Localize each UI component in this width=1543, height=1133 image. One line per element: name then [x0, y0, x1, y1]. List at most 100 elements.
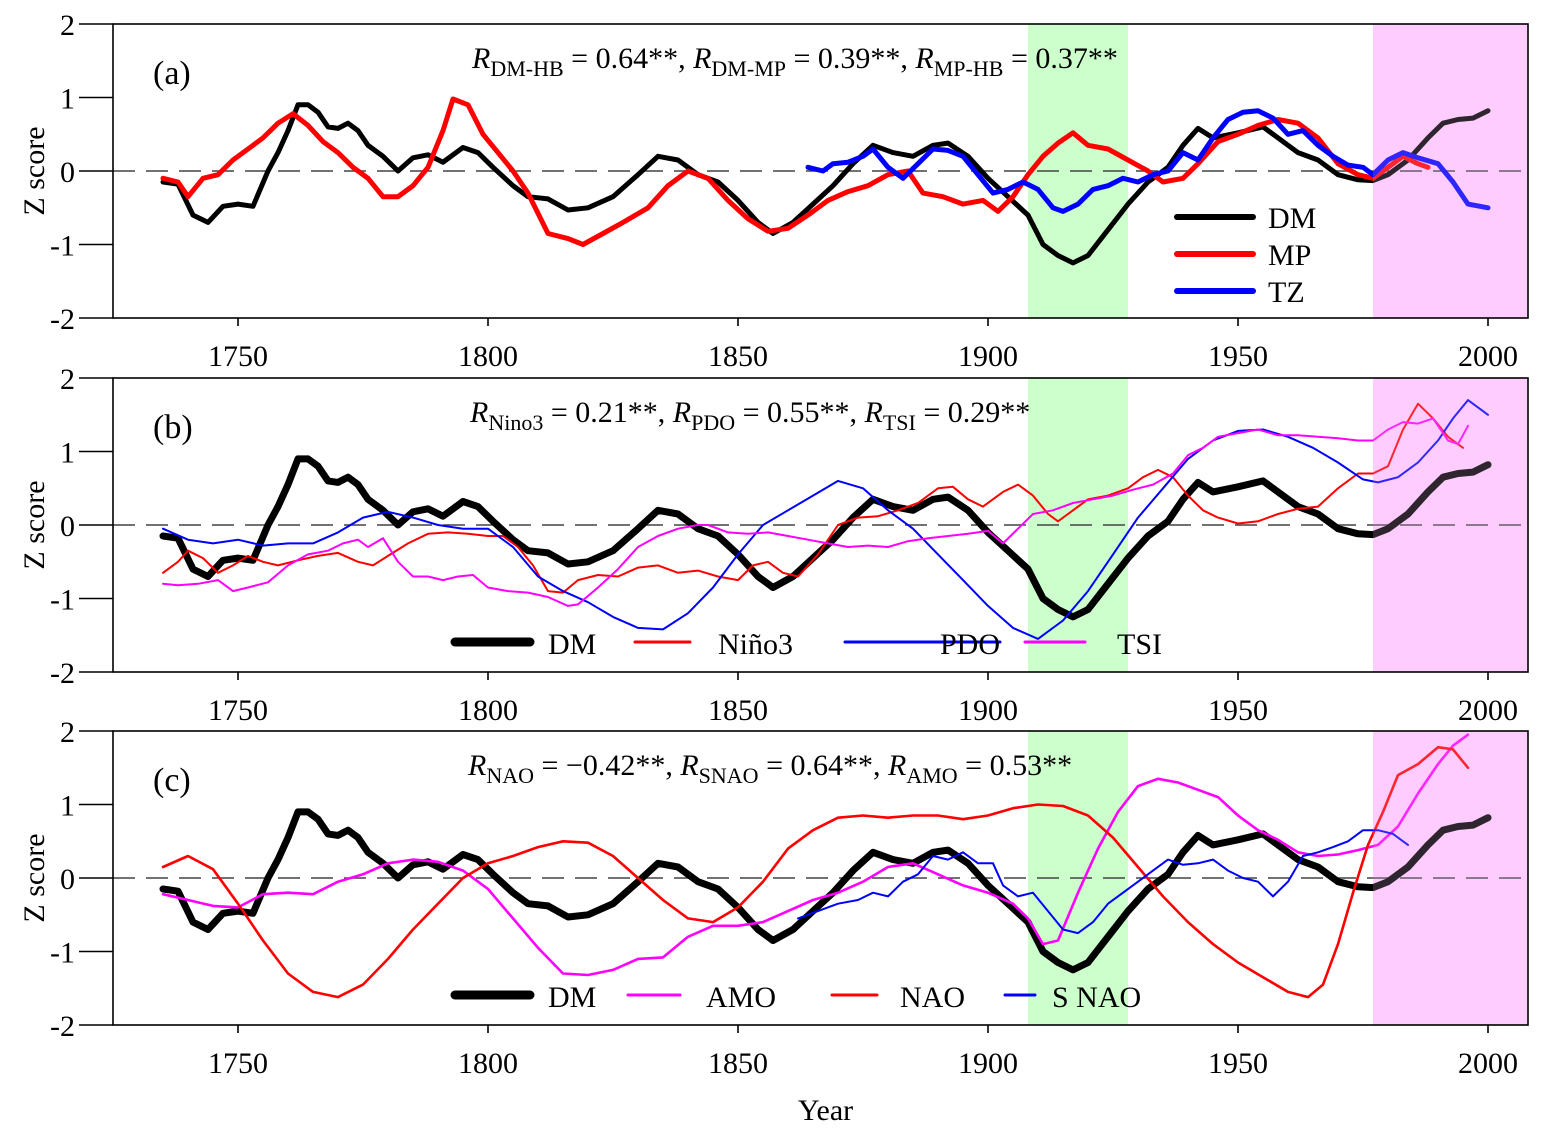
- y-tick-label: 0: [60, 156, 75, 189]
- x-tick-label: 2000: [1458, 694, 1518, 727]
- panel-c: -2 -1 0 1 2 1750 1800 1850 1900 1950 2000 Z score (c…: [18, 716, 1529, 1127]
- r-symbol: R: [679, 749, 698, 782]
- y-tick-label: 0: [60, 510, 75, 543]
- r-value: = 0.64**,: [759, 749, 888, 782]
- x-tick-label: 1850: [708, 694, 768, 727]
- y-axis-title: Z score: [18, 126, 51, 215]
- r-value: = 0.21**,: [543, 396, 672, 429]
- legend-label: MP: [1268, 239, 1311, 272]
- y-tick-label: 2: [60, 9, 75, 42]
- series-line-pdo: [162, 399, 1489, 640]
- x-tick-label: 1900: [958, 1047, 1018, 1080]
- panel-label: (a): [153, 55, 191, 92]
- y-tick-label: 0: [60, 863, 75, 896]
- r-value: = 0.53**: [958, 749, 1072, 782]
- series-line-amo: [161, 733, 1470, 977]
- panel-b: -2 -1 0 1 2 1750 1800 1850 1900 1950 2000 Z score (b…: [18, 363, 1529, 727]
- y-tick-label: -2: [50, 657, 75, 690]
- legend-label: NAO: [900, 981, 965, 1014]
- legend-label: DM: [1268, 202, 1316, 235]
- series-line-nino3: [162, 402, 1464, 594]
- y-tick-label: -2: [50, 303, 75, 336]
- r-symbol: R: [469, 396, 488, 429]
- x-tick-label: 1950: [1208, 694, 1268, 727]
- r-subscript: DM-HB: [490, 56, 563, 81]
- y-axis-title: Z score: [18, 833, 51, 922]
- x-tick-label: 1900: [958, 340, 1018, 373]
- correlation-annotation: RDM-HB = 0.64**, RDM-MP = 0.39**, RMP-HB…: [471, 42, 1118, 81]
- series-line-tsi: [162, 417, 1469, 607]
- r-symbol: R: [471, 42, 490, 75]
- x-tick-label: 1950: [1208, 1047, 1268, 1080]
- y-tick-label: 1: [60, 437, 75, 470]
- x-tick-label: 1750: [208, 694, 268, 727]
- legend-label: PDO: [940, 628, 1000, 661]
- r-value: = 0.37**: [1003, 42, 1117, 75]
- pink-period-overlay: [1373, 24, 1528, 318]
- legend: DM Niño3 PDO TSI: [450, 628, 1162, 661]
- x-tick-label: 1900: [958, 694, 1018, 727]
- y-tick-label: -1: [50, 230, 75, 263]
- legend-label: TZ: [1268, 276, 1305, 309]
- x-tick-label: 1850: [708, 1047, 768, 1080]
- series-line-mp: [160, 96, 1431, 247]
- x-tick-label: 1750: [208, 340, 268, 373]
- r-value: = −0.42**,: [534, 749, 680, 782]
- series-line-dm: [160, 102, 1491, 266]
- y-tick-label: 2: [60, 716, 75, 749]
- y-tick-label: -1: [50, 584, 75, 617]
- panel-label: (b): [153, 409, 193, 446]
- legend-label: AMO: [706, 981, 776, 1014]
- r-symbol: R: [467, 749, 486, 782]
- r-subscript: NAO: [486, 763, 534, 788]
- panel-label: (c): [153, 762, 191, 799]
- y-tick-label: 2: [60, 363, 75, 396]
- r-symbol: R: [914, 42, 933, 75]
- r-subscript: DM-MP: [711, 56, 786, 81]
- r-value: = 0.29**: [916, 396, 1030, 429]
- legend-label: Niño3: [718, 628, 793, 661]
- panel-a: -2 -1 0 1 2 1750 1800 1850 1900 1950 2000 Z score (a…: [18, 9, 1529, 373]
- y-tick-label: -1: [50, 937, 75, 970]
- y-tick-label: 1: [60, 83, 75, 116]
- r-subscript: AMO: [906, 763, 957, 788]
- r-symbol: R: [692, 42, 711, 75]
- y-tick-label: 1: [60, 790, 75, 823]
- x-tick-label: 1800: [458, 1047, 518, 1080]
- x-tick-label: 2000: [1458, 340, 1518, 373]
- r-value: = 0.55**,: [735, 396, 864, 429]
- legend: DM AMO NAO S NAO: [450, 981, 1141, 1014]
- r-value: = 0.64**,: [564, 42, 693, 75]
- x-axis-title: Year: [798, 1094, 853, 1127]
- x-tick-label: 1850: [708, 340, 768, 373]
- r-subscript: PDO: [691, 410, 735, 435]
- legend-label: S NAO: [1052, 981, 1141, 1014]
- r-value: = 0.39**,: [786, 42, 915, 75]
- r-symbol: R: [672, 396, 691, 429]
- series-line-dm: [159, 808, 1492, 974]
- x-tick-label: 1750: [208, 1047, 268, 1080]
- x-tick-label: 1800: [458, 694, 518, 727]
- series-line-nao: [161, 745, 1470, 999]
- series-line-s-nao: [797, 829, 1409, 935]
- legend-label: DM: [548, 981, 596, 1014]
- y-tick-label: -2: [50, 1010, 75, 1043]
- r-subscript: TSI: [883, 410, 916, 435]
- x-tick-label: 1950: [1208, 340, 1268, 373]
- y-axis-title: Z score: [18, 480, 51, 569]
- pink-period-overlay: [1373, 731, 1528, 1025]
- correlation-annotation: RNAO = −0.42**, RSNAO = 0.64**, RAMO = 0…: [467, 749, 1072, 788]
- pink-period-overlay: [1373, 378, 1528, 672]
- series-line-tz: [805, 108, 1491, 214]
- r-symbol: R: [864, 396, 883, 429]
- correlation-annotation: RNino3 = 0.21**, RPDO = 0.55**, RTSI = 0…: [469, 396, 1030, 435]
- series-line-dm: [159, 455, 1492, 621]
- legend-label: DM: [548, 628, 596, 661]
- x-tick-label: 1800: [458, 340, 518, 373]
- r-subscript: SNAO: [699, 763, 759, 788]
- legend-label: TSI: [1117, 628, 1162, 661]
- r-subscript: MP-HB: [934, 56, 1004, 81]
- r-subscript: Nino3: [488, 410, 543, 435]
- x-tick-label: 2000: [1458, 1047, 1518, 1080]
